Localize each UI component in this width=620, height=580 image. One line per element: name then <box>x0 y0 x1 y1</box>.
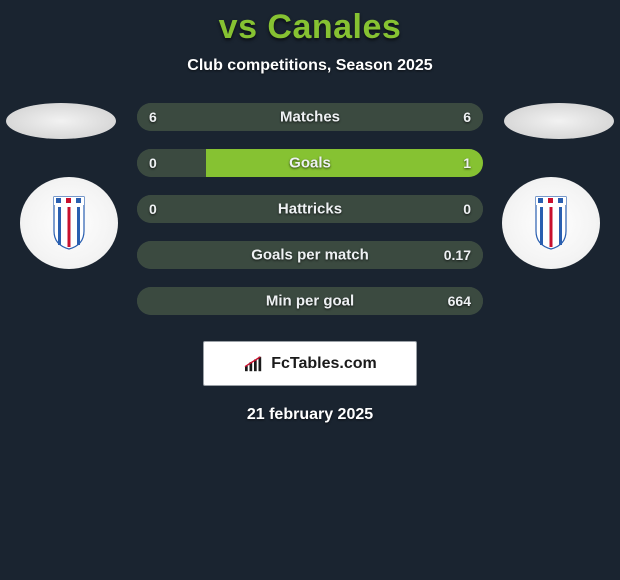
source-logo-text: FcTables.com <box>271 355 377 373</box>
club-badge-right <box>502 177 600 269</box>
club-shield-icon <box>534 195 568 251</box>
stat-row: Min per goal664 <box>137 287 483 315</box>
stat-fill-right <box>137 287 483 315</box>
player-avatar-right <box>504 103 614 139</box>
subtitle: Club competitions, Season 2025 <box>187 57 432 75</box>
club-badge-left <box>20 177 118 269</box>
stat-row: Hattricks00 <box>137 195 483 223</box>
comparison-stage: Matches66 Goals01 Hattricks00 Goals per mat… <box>0 103 620 315</box>
date-label: 21 february 2025 <box>247 406 373 424</box>
stat-fill-right <box>137 241 483 269</box>
stat-bars: Matches66 Goals01 Hattricks00 Goals per mat… <box>137 103 483 315</box>
stat-fill-left <box>137 103 310 131</box>
stat-fill-right <box>310 195 483 223</box>
stat-fill-left <box>137 195 310 223</box>
stat-fill-right <box>206 149 483 177</box>
bar-chart-icon <box>243 355 265 373</box>
page-title: vs Canales <box>219 8 402 47</box>
comparison-card: vs Canales Club competitions, Season 202… <box>0 0 620 424</box>
stat-fill-right <box>310 103 483 131</box>
stat-row: Goals per match0.17 <box>137 241 483 269</box>
source-logo-card: FcTables.com <box>203 341 417 386</box>
stat-row: Goals01 <box>137 149 483 177</box>
stat-fill-left <box>137 149 206 177</box>
stat-row: Matches66 <box>137 103 483 131</box>
club-shield-icon <box>52 195 86 251</box>
player-avatar-left <box>6 103 116 139</box>
